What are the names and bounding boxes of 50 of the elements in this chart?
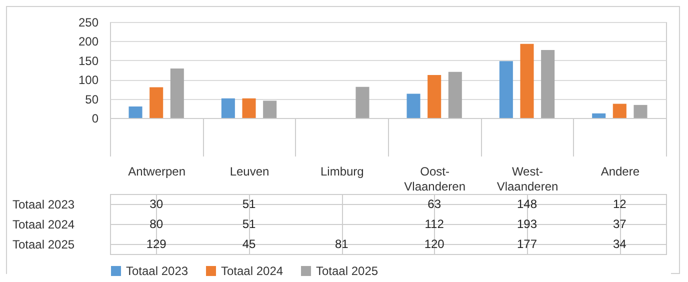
x-tick-label: Andere [600,164,640,178]
bar [520,44,534,118]
data-label: 148 [516,197,538,211]
data-label: 63 [428,197,442,211]
bar [128,106,142,118]
data-label: 51 [242,217,256,231]
bar [170,68,184,118]
data-label: 12 [612,197,627,211]
bar [499,61,513,118]
text: Totaal 2023 [12,198,75,212]
data-label: 45 [242,237,256,251]
data-label: 51 [242,197,256,211]
data-label: 112 [424,217,444,231]
bar [592,113,606,118]
y-tick-label: 250 [78,16,99,30]
x-tick-label: Oost-Vlaanderen [404,164,466,194]
x-tick-label: Leuven [230,164,270,178]
data-label: 81 [334,237,349,251]
data-label: 80 [150,217,164,231]
bar [150,87,164,118]
data-label: 37 [612,217,627,231]
bar [448,72,462,118]
y-tick-label: 200 [78,34,99,49]
bar [406,94,420,118]
bar [428,74,442,118]
data-label: 34 [612,237,627,251]
x-tick-label: Limburg [320,164,364,178]
bar [634,104,648,118]
legend-label: Totaal 2024 [221,264,284,278]
bar [541,50,555,118]
legend-label: Totaal 2025 [316,264,378,278]
text: Totaal 2024 [12,218,75,232]
y-tick-label: 50 [85,92,99,106]
y-tick-label: 0 [92,112,99,126]
data-label: 177 [516,237,538,251]
x-tick-label: West-Vlaanderen [496,164,558,194]
y-tick-label: 100 [78,73,99,88]
bar [263,100,277,118]
bar [356,86,370,118]
bar [221,98,235,118]
legend-label: Totaal 2023 [126,264,188,278]
data-label: 120 [424,237,445,251]
data-label: 30 [150,197,164,211]
data-label: 129 [146,237,167,251]
bar [242,98,256,118]
x-tick-label: Antwerpen [128,164,186,178]
data-label: 193 [516,217,538,231]
text: Totaal 2025 [12,238,75,252]
bar [612,104,626,118]
y-tick-label: 150 [78,54,99,68]
